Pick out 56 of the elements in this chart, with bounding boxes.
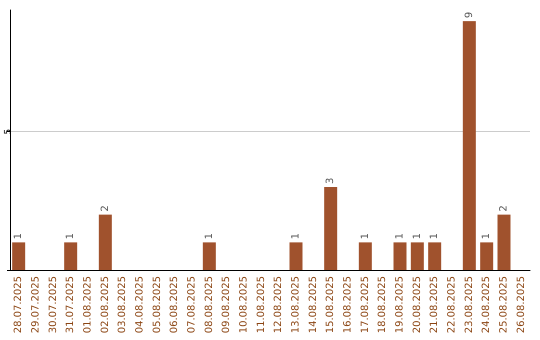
bar: [462, 21, 476, 270]
x-tick-label: 15.08.2025: [325, 276, 336, 334]
bar: [290, 242, 302, 270]
x-tick-label: 06.08.2025: [169, 276, 180, 334]
x-tick-label: 16.08.2025: [342, 276, 354, 334]
bar: [12, 242, 26, 270]
x-tick-label: 19.08.2025: [394, 276, 406, 334]
bar: [480, 242, 494, 270]
bar: [394, 242, 406, 270]
x-tick-label: 28.07.2025: [13, 276, 24, 334]
x-tick-label: 30.07.2025: [48, 276, 59, 334]
data-label: 1: [481, 232, 492, 240]
x-tick-label: 12.08.2025: [273, 276, 284, 334]
x-tick-label: 02.08.2025: [100, 276, 111, 334]
bar: [428, 242, 442, 270]
bar: [64, 242, 78, 270]
data-label: 1: [13, 232, 24, 240]
x-tick-label: 20.08.2025: [412, 276, 423, 334]
data-label: 1: [412, 232, 423, 240]
x-tick-label: 11.08.2025: [256, 276, 267, 334]
x-tick-label: 25.08.2025: [498, 276, 510, 334]
data-label: 1: [429, 232, 440, 240]
x-tick-label: 09.08.2025: [221, 276, 232, 334]
x-tick-label: 21.08.2025: [429, 276, 440, 334]
bar: [98, 214, 112, 270]
data-label: 1: [65, 232, 76, 240]
data-label: 2: [100, 205, 111, 212]
bar: [498, 214, 510, 270]
bar: [410, 242, 424, 270]
bar: [324, 187, 338, 270]
x-tick-label: 24.08.2025: [481, 276, 492, 334]
x-tick-label: 04.08.2025: [134, 276, 146, 334]
x-tick-label: 31.07.2025: [65, 276, 76, 334]
x-tick-label: 08.08.2025: [204, 276, 215, 334]
data-label: 2: [498, 205, 510, 212]
x-tick-label: 07.08.2025: [186, 276, 198, 334]
x-tick-label: 22.08.2025: [446, 276, 458, 334]
x-tick-label: 05.08.2025: [152, 276, 163, 334]
x-tick-label: 13.08.2025: [290, 276, 302, 334]
x-tick-label: 10.08.2025: [238, 276, 250, 334]
x-tick-label: 03.08.2025: [117, 276, 128, 334]
data-label: 1: [360, 232, 371, 240]
bar: [202, 242, 216, 270]
data-label: 1: [290, 232, 302, 240]
data-label: 1: [204, 232, 215, 240]
x-tick-label: 23.08.2025: [464, 276, 475, 334]
data-label: 9: [464, 12, 475, 18]
x-tick-label: 26.08.2025: [516, 276, 527, 334]
data-label: 1: [394, 232, 406, 240]
x-tick-label: 14.08.2025: [308, 276, 319, 334]
x-tick-label: 18.08.2025: [377, 276, 388, 334]
data-label: 3: [325, 178, 336, 184]
bar: [358, 242, 372, 270]
x-tick-label: 29.07.2025: [30, 276, 42, 334]
x-tick-label: 17.08.2025: [360, 276, 371, 334]
x-tick-label: 01.08.2025: [82, 276, 94, 334]
